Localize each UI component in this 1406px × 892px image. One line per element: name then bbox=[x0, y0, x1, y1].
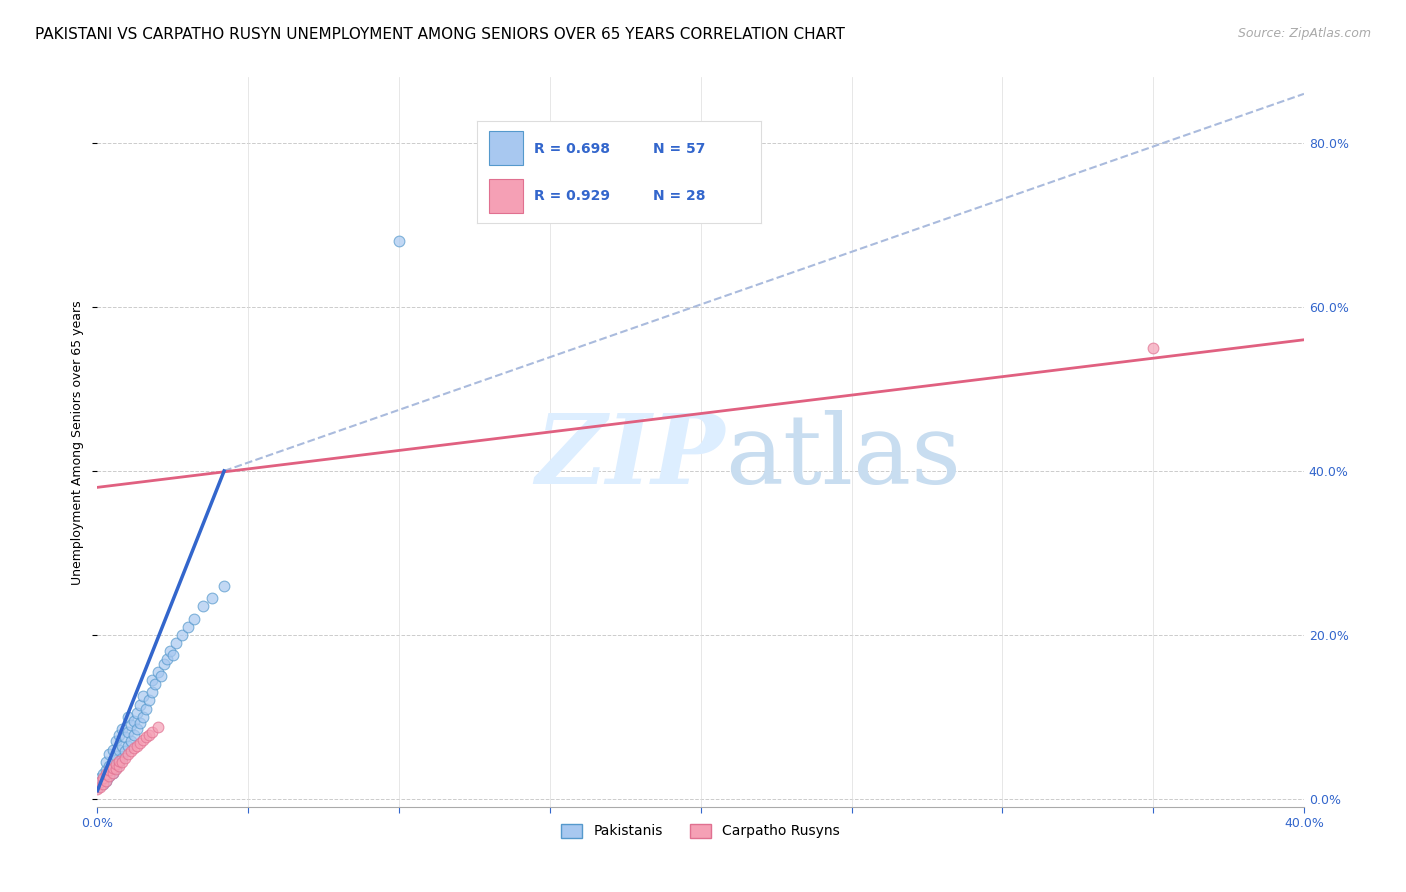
Carpatho Rusyns bbox=[98, 763, 121, 777]
Pakistanis bbox=[89, 775, 111, 789]
Pakistanis bbox=[156, 652, 179, 666]
Carpatho Rusyns bbox=[146, 720, 169, 734]
Carpatho Rusyns bbox=[131, 732, 153, 747]
Pakistanis bbox=[143, 677, 166, 691]
Pakistanis bbox=[152, 657, 174, 671]
Pakistanis bbox=[162, 648, 184, 663]
Pakistanis bbox=[107, 742, 129, 756]
Carpatho Rusyns bbox=[93, 772, 115, 786]
Pakistanis bbox=[141, 685, 163, 699]
Pakistanis bbox=[107, 755, 129, 769]
Carpatho Rusyns bbox=[104, 757, 127, 772]
Pakistanis bbox=[159, 644, 181, 658]
Text: PAKISTANI VS CARPATHO RUSYN UNEMPLOYMENT AMONG SENIORS OVER 65 YEARS CORRELATION: PAKISTANI VS CARPATHO RUSYN UNEMPLOYMENT… bbox=[35, 27, 845, 42]
Pakistanis bbox=[110, 722, 132, 736]
Carpatho Rusyns bbox=[107, 759, 129, 773]
Pakistanis bbox=[104, 761, 127, 775]
Pakistanis bbox=[165, 636, 187, 650]
Pakistanis bbox=[117, 724, 139, 739]
Pakistanis bbox=[212, 579, 235, 593]
Pakistanis bbox=[120, 718, 142, 732]
Pakistanis bbox=[125, 706, 148, 720]
Pakistanis bbox=[98, 769, 121, 783]
Pakistanis bbox=[98, 759, 121, 773]
Pakistanis bbox=[110, 751, 132, 765]
Carpatho Rusyns bbox=[138, 728, 160, 742]
Pakistanis bbox=[117, 739, 139, 753]
Pakistanis bbox=[128, 698, 150, 712]
Pakistanis bbox=[101, 765, 124, 780]
Pakistanis bbox=[183, 611, 205, 625]
Y-axis label: Unemployment Among Seniors over 65 years: Unemployment Among Seniors over 65 years bbox=[72, 300, 84, 584]
Carpatho Rusyns bbox=[1142, 341, 1164, 355]
Carpatho Rusyns bbox=[135, 731, 157, 745]
Pakistanis bbox=[138, 693, 160, 707]
Pakistanis bbox=[131, 710, 153, 724]
Pakistanis bbox=[96, 763, 118, 777]
Pakistanis bbox=[135, 701, 157, 715]
Pakistanis bbox=[93, 777, 115, 791]
Pakistanis bbox=[149, 669, 172, 683]
Pakistanis bbox=[117, 710, 139, 724]
Carpatho Rusyns bbox=[89, 775, 111, 789]
Pakistanis bbox=[388, 235, 411, 249]
Pakistanis bbox=[191, 599, 214, 614]
Carpatho Rusyns bbox=[101, 765, 124, 780]
Carpatho Rusyns bbox=[125, 739, 148, 753]
Pakistanis bbox=[128, 716, 150, 731]
Pakistanis bbox=[104, 734, 127, 748]
Carpatho Rusyns bbox=[89, 780, 111, 794]
Carpatho Rusyns bbox=[141, 724, 163, 739]
Carpatho Rusyns bbox=[93, 777, 115, 791]
Carpatho Rusyns bbox=[101, 761, 124, 775]
Pakistanis bbox=[122, 728, 145, 742]
Pakistanis bbox=[96, 773, 118, 788]
Text: ZIP: ZIP bbox=[536, 409, 725, 504]
Carpatho Rusyns bbox=[122, 741, 145, 756]
Text: Source: ZipAtlas.com: Source: ZipAtlas.com bbox=[1237, 27, 1371, 40]
Pakistanis bbox=[120, 734, 142, 748]
Pakistanis bbox=[110, 739, 132, 753]
Pakistanis bbox=[107, 728, 129, 742]
Pakistanis bbox=[93, 767, 115, 781]
Pakistanis bbox=[201, 591, 224, 605]
Pakistanis bbox=[146, 665, 169, 679]
Carpatho Rusyns bbox=[120, 744, 142, 758]
Pakistanis bbox=[98, 747, 121, 761]
Carpatho Rusyns bbox=[117, 747, 139, 761]
Pakistanis bbox=[114, 744, 136, 758]
Pakistanis bbox=[101, 752, 124, 766]
Carpatho Rusyns bbox=[114, 751, 136, 765]
Pakistanis bbox=[122, 714, 145, 728]
Pakistanis bbox=[125, 722, 148, 736]
Pakistanis bbox=[131, 690, 153, 704]
Pakistanis bbox=[141, 673, 163, 687]
Pakistanis bbox=[104, 749, 127, 764]
Pakistanis bbox=[170, 628, 193, 642]
Carpatho Rusyns bbox=[104, 762, 127, 776]
Carpatho Rusyns bbox=[86, 782, 108, 797]
Carpatho Rusyns bbox=[128, 736, 150, 750]
Pakistanis bbox=[177, 620, 200, 634]
Carpatho Rusyns bbox=[110, 755, 132, 769]
Legend: Pakistanis, Carpatho Rusyns: Pakistanis, Carpatho Rusyns bbox=[555, 818, 845, 844]
Carpatho Rusyns bbox=[107, 754, 129, 768]
Pakistanis bbox=[101, 742, 124, 756]
Carpatho Rusyns bbox=[96, 773, 118, 788]
Pakistanis bbox=[86, 780, 108, 794]
Pakistanis bbox=[89, 772, 111, 786]
Text: atlas: atlas bbox=[725, 409, 960, 504]
Pakistanis bbox=[114, 731, 136, 745]
Pakistanis bbox=[96, 755, 118, 769]
Carpatho Rusyns bbox=[96, 767, 118, 781]
Carpatho Rusyns bbox=[98, 769, 121, 783]
